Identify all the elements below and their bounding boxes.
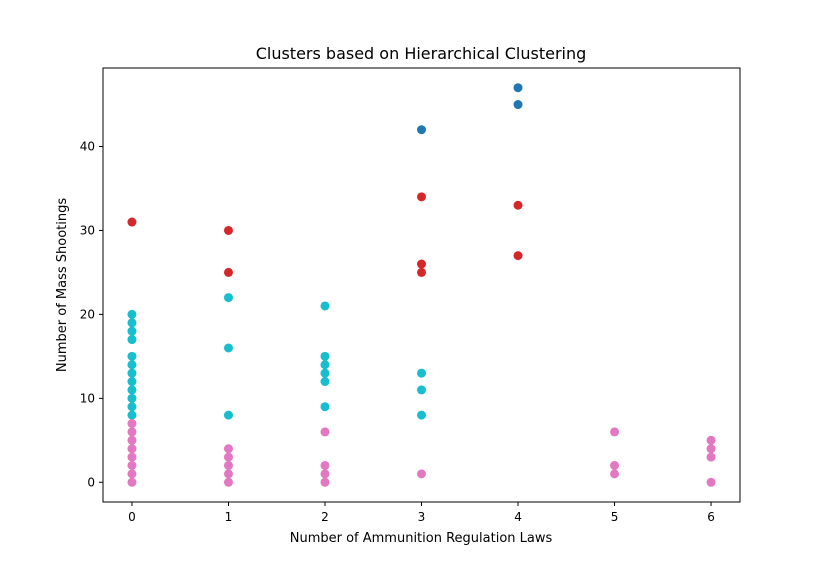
data-point [610, 427, 620, 437]
data-point [127, 377, 137, 387]
data-point [127, 309, 137, 319]
data-point [417, 259, 426, 269]
y-tick-label: 30 [80, 223, 95, 237]
data-point [513, 100, 523, 110]
data-point [417, 125, 426, 135]
data-point [223, 477, 233, 487]
data-point [223, 452, 233, 462]
x-tick-label: 2 [321, 510, 329, 524]
data-point [417, 368, 426, 378]
data-point [127, 351, 137, 361]
data-point [320, 402, 330, 412]
data-point [223, 444, 233, 454]
data-point [127, 410, 137, 420]
x-axis-ticks: 0 1 2 3 4 5 6 [128, 502, 715, 524]
y-tick-label: 40 [80, 139, 95, 153]
data-point [127, 326, 137, 336]
data-point [417, 469, 426, 479]
data-point [610, 469, 620, 479]
data-point [320, 460, 330, 470]
data-point [127, 444, 137, 454]
data-point [223, 343, 233, 353]
data-point [513, 83, 523, 93]
data-point [127, 402, 137, 412]
data-point [417, 267, 426, 277]
x-tick-label: 3 [418, 510, 426, 524]
data-point [320, 477, 330, 487]
data-point [127, 427, 137, 437]
data-point [127, 335, 137, 345]
data-point [127, 460, 137, 470]
y-axis-label: Number of Mass Shootings [55, 198, 70, 372]
data-point [320, 368, 330, 378]
data-point [127, 477, 137, 487]
data-point [127, 385, 137, 395]
data-point [223, 469, 233, 479]
chart-title: Clusters based on Hierarchical Clusterin… [256, 44, 587, 63]
data-point [223, 225, 233, 235]
data-point [320, 469, 330, 479]
data-point [513, 251, 523, 261]
data-point [127, 368, 137, 378]
x-tick-label: 6 [707, 510, 715, 524]
data-point [320, 351, 330, 361]
data-point [127, 360, 137, 370]
data-point [417, 385, 426, 395]
data-point [417, 410, 426, 420]
data-point [706, 444, 716, 454]
y-tick-label: 10 [80, 391, 95, 405]
data-point [417, 192, 426, 202]
data-point [127, 435, 137, 445]
data-point [320, 360, 330, 370]
data-point [223, 460, 233, 470]
data-point [127, 419, 137, 429]
data-point [320, 377, 330, 387]
data-point [706, 435, 716, 445]
x-tick-label: 5 [611, 510, 619, 524]
data-point [610, 460, 620, 470]
data-point [320, 301, 330, 311]
data-point [223, 267, 233, 277]
data-point [320, 427, 330, 437]
y-axis-ticks: 0 10 20 30 40 [80, 139, 103, 489]
x-tick-label: 4 [514, 510, 522, 524]
y-tick-label: 20 [80, 307, 95, 321]
data-point [223, 293, 233, 303]
data-point [127, 469, 137, 479]
data-point [223, 410, 233, 420]
data-point [513, 200, 523, 210]
data-point [127, 452, 137, 462]
x-axis-label: Number of Ammunition Regulation Laws [290, 531, 553, 546]
x-tick-label: 1 [225, 510, 233, 524]
data-point [706, 452, 716, 462]
data-points [127, 83, 716, 487]
data-point [127, 393, 137, 403]
data-point [706, 477, 716, 487]
data-point [127, 217, 137, 227]
data-point [127, 318, 137, 328]
x-tick-label: 0 [128, 510, 136, 524]
y-tick-label: 0 [87, 475, 95, 489]
